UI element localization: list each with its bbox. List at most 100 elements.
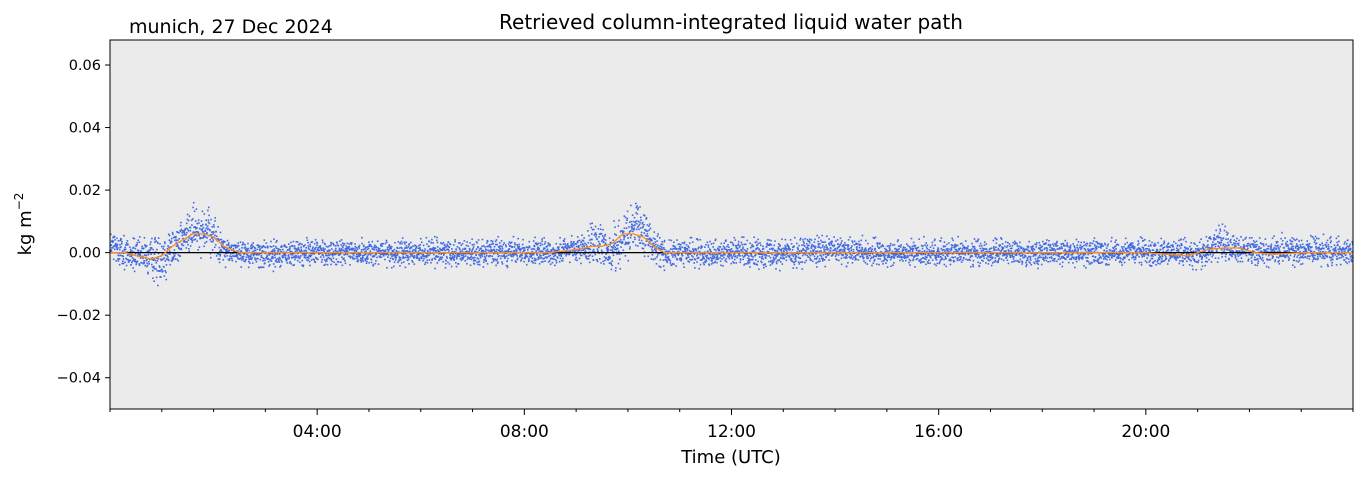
scatter-point [440,252,443,255]
scatter-point [897,250,900,253]
scatter-point [575,249,578,252]
scatter-point [1014,249,1017,252]
scatter-point [222,259,225,261]
scatter-point [807,248,810,250]
scatter-point [234,255,236,257]
scatter-point [207,209,209,212]
scatter-point [456,245,459,248]
scatter-point [1096,241,1099,244]
scatter-point [631,224,634,226]
scatter-point [513,250,516,252]
scatter-point [656,235,659,237]
scatter-point [847,244,850,247]
scatter-point [247,242,249,245]
scatter-point [882,260,885,262]
scatter-point [201,228,203,231]
scatter-point [997,260,1000,262]
scatter-point [402,255,405,258]
scatter-point [431,258,434,260]
scatter-point [1027,249,1030,252]
scatter-point [676,239,678,241]
scatter-point [977,238,980,241]
scatter-point [748,261,751,264]
scatter-point [545,253,548,255]
scatter-point [1071,249,1074,252]
scatter-point [146,264,149,267]
scatter-point [855,258,858,261]
scatter-point [919,259,921,261]
scatter-point [748,259,751,262]
scatter-point [185,241,187,243]
scatter-point [888,246,891,249]
scatter-point [554,249,557,252]
scatter-point [486,245,488,248]
scatter-point [951,256,953,259]
scatter-point [521,257,523,259]
scatter-point [264,259,266,262]
scatter-point [736,256,739,259]
scatter-point [1099,262,1102,265]
scatter-point [638,236,641,239]
scatter-point [680,252,683,255]
scatter-point [733,262,735,264]
scatter-point [749,266,751,268]
scatter-point [341,264,344,267]
scatter-point [485,259,487,262]
scatter-point [338,247,341,250]
scatter-point [486,263,489,265]
scatter-point [591,228,594,231]
scatter-point [740,241,743,244]
scatter-point [228,244,230,247]
scatter-point [307,247,310,249]
scatter-point [400,246,402,249]
scatter-point [690,259,693,261]
scatter-point [485,252,488,255]
scatter-point [1105,255,1107,258]
scatter-point [442,247,444,250]
scatter-point [917,250,920,252]
scatter-point [344,260,346,262]
scatter-point [649,227,652,230]
scatter-point [146,262,148,265]
scatter-point [530,248,533,251]
scatter-point [1142,247,1145,249]
scatter-point [720,242,723,245]
scatter-point [837,254,840,256]
scatter-point [140,251,143,253]
scatter-point [914,265,916,268]
scatter-point [330,263,332,266]
scatter-point [378,249,380,252]
scatter-point [213,246,216,249]
scatter-point [334,253,336,256]
scatter-point [241,244,244,246]
scatter-point [531,257,534,260]
scatter-point [336,260,339,263]
scatter-point [903,256,906,259]
scatter-point [597,244,599,247]
scatter-point [959,247,962,250]
scatter-point [753,236,755,239]
scatter-point [677,253,680,256]
scatter-point [390,252,393,255]
scatter-point [361,254,364,257]
scatter-point [156,241,159,244]
scatter-point [663,240,666,243]
scatter-point [391,254,394,256]
scatter-point [1038,256,1041,259]
scatter-point [1034,254,1037,257]
scatter-point [739,245,741,247]
scatter-point [632,241,635,243]
scatter-point [944,245,947,248]
scatter-point [513,254,516,256]
scatter-point [390,245,393,248]
scatter-point [584,250,587,252]
scatter-point [1052,245,1055,247]
scatter-point [1007,262,1010,265]
scatter-point [665,260,668,262]
scatter-point [772,256,775,259]
scatter-point [1072,242,1074,245]
scatter-point [1030,248,1033,251]
scatter-point [493,258,496,261]
scatter-point [360,259,362,262]
scatter-point [1120,257,1122,260]
